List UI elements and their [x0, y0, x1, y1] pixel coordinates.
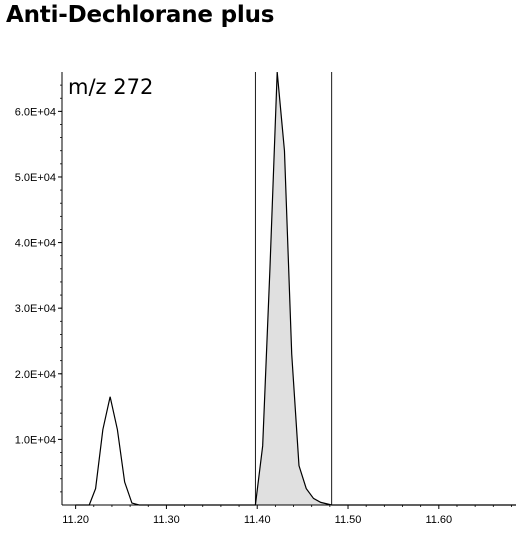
y-tick-label: 4.0E+04 [15, 238, 56, 250]
trace-layer [75, 71, 516, 506]
ticks-layer: 1.0E+04 2.0E+04 3.0E+04 4.0E+04 5.0E+04 6.0E+… [15, 84, 512, 526]
integration-bounds-layer [254, 72, 333, 505]
x-tick-label: 11.30 [153, 514, 180, 526]
y-tick-label: 2.0E+04 [15, 369, 56, 381]
mz-annotation: m/z 272 [68, 75, 153, 99]
integrated-peak-area [255, 72, 332, 505]
y-tick-label: 5.0E+04 [15, 172, 56, 184]
x-tick-label: 11.20 [62, 514, 89, 526]
axes-layer [61, 72, 516, 506]
x-tick-label: 11.50 [335, 514, 362, 526]
chart-title: Anti-Dechlorane plus [6, 2, 275, 28]
peak-fill-layer [255, 72, 332, 505]
x-tick-label: 11.60 [425, 514, 452, 526]
y-tick-label: 6.0E+04 [15, 106, 56, 118]
y-tick-label: 3.0E+04 [15, 303, 56, 315]
y-tick-label: 1.0E+04 [15, 434, 56, 446]
chromatogram-trace [75, 71, 516, 506]
x-tick-label: 11.40 [244, 514, 271, 526]
